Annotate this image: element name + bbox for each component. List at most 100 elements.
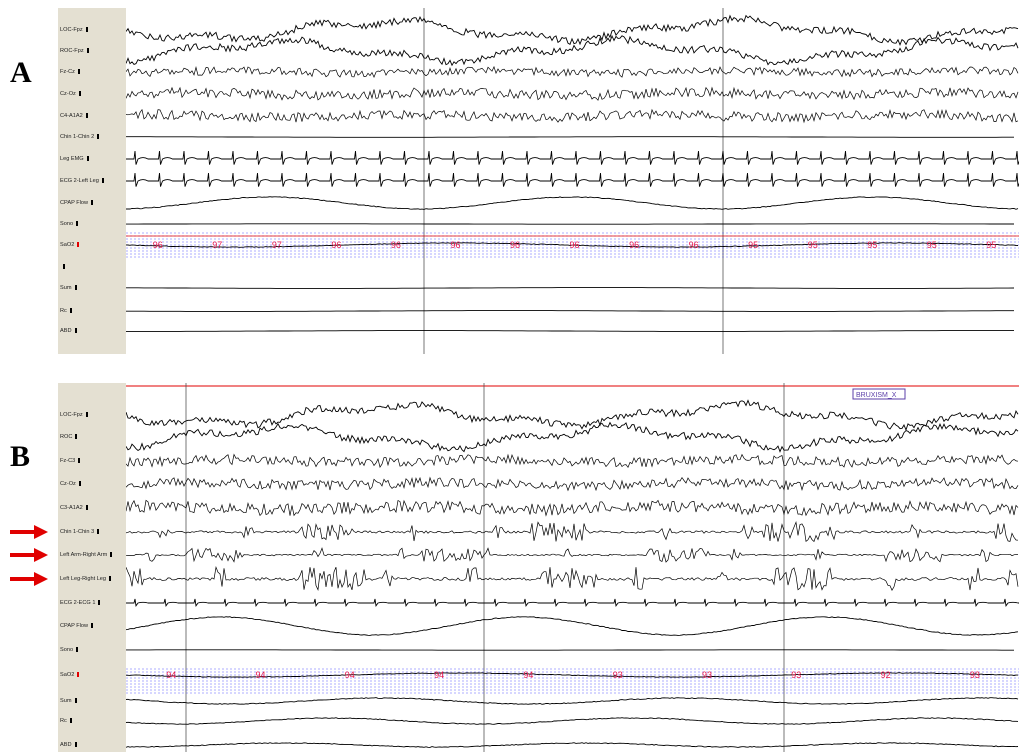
panel-letter-a: A xyxy=(10,56,32,89)
channel-label-text: ABD xyxy=(60,742,72,748)
channel-label: Left Arm-Right Arm xyxy=(60,552,113,558)
channel-label: ECG 2-Left Leg xyxy=(60,178,104,184)
channel-marker xyxy=(101,178,104,183)
channel-marker xyxy=(78,481,81,486)
trace-sum xyxy=(126,697,1019,705)
channel-label-text: SaO2 xyxy=(60,242,75,248)
channel-label-text: C3-A1A2 xyxy=(60,505,83,511)
channel-label-text: Left Leg-Right Leg xyxy=(60,576,107,582)
channel-label-text: Sum xyxy=(60,698,72,704)
channel-marker xyxy=(76,221,79,226)
sao2-value-label: 95 xyxy=(808,240,818,250)
trace-left-leg-right-leg xyxy=(126,566,1019,591)
red-arrow-icon xyxy=(10,548,48,562)
channel-marker xyxy=(69,308,72,313)
channel-label-text: Sum xyxy=(60,285,72,291)
trace-fz-cz xyxy=(126,65,1019,78)
waveform-area-a: 96 97 97 96 96 96 96 96 96 96 95 95 95 95 95 xyxy=(126,8,1019,354)
channel-label: LOC-Fpz xyxy=(60,27,88,33)
channel-marker xyxy=(91,200,94,205)
channel-marker xyxy=(63,264,65,269)
channel-label: Chin 1-Chin 2 xyxy=(60,134,100,140)
red-arrow-icon xyxy=(10,572,48,586)
sao2-value-label: 96 xyxy=(689,240,699,250)
channel-label: SaO2 xyxy=(60,672,80,678)
channel-label-text: ABD xyxy=(60,328,72,334)
channel-label: Fz-Cz xyxy=(60,69,80,75)
channel-marker xyxy=(85,27,88,32)
channel-label: ABD xyxy=(60,328,77,334)
trace-fz-c3 xyxy=(126,453,1019,469)
channel-marker xyxy=(85,113,88,118)
sao2-value-label: 95 xyxy=(748,240,758,250)
sao2-value-label: 93 xyxy=(791,670,801,680)
channel-label-text: ECG 2-ECG 1 xyxy=(60,600,96,606)
channel-marker xyxy=(85,412,88,417)
trace-rc xyxy=(126,310,1014,312)
channel-label: Rc xyxy=(60,718,72,724)
channel-marker xyxy=(110,552,113,557)
trace-cpap-flow xyxy=(126,616,1019,636)
channel-label: Sono xyxy=(60,647,79,653)
channel-marker xyxy=(78,458,81,463)
sao2-value-label: 92 xyxy=(881,670,891,680)
channel-label: C3-A1A2 xyxy=(60,505,88,511)
channel-marker xyxy=(85,505,88,510)
channel-label: C4-A1A2 xyxy=(60,113,88,119)
trace-sao2 xyxy=(126,242,1019,248)
trace-loc-fpz xyxy=(126,14,1019,47)
channel-label-text: Chin 1-Chin 3 xyxy=(60,529,95,535)
panel-letter-b: B xyxy=(10,440,31,473)
sao2-value-label: 93 xyxy=(613,670,623,680)
sao2-value-label: 97 xyxy=(272,240,282,250)
channel-marker xyxy=(86,156,89,161)
channel-marker xyxy=(76,647,79,652)
sao2-value-label: 97 xyxy=(212,240,222,250)
channel-label-text: Fz-C3 xyxy=(60,458,76,464)
trace-cz-oz xyxy=(126,86,1019,101)
channel-marker xyxy=(97,529,100,534)
channel-marker xyxy=(69,718,72,723)
channel-label: ABD xyxy=(60,742,77,748)
channel-label-text: Chin 1-Chin 2 xyxy=(60,134,95,140)
channel-label-text: C4-A1A2 xyxy=(60,113,83,119)
channel-marker xyxy=(98,600,101,605)
channel-label-text: Sono xyxy=(60,647,74,653)
channel-marker xyxy=(77,242,80,247)
channel-marker xyxy=(75,434,78,439)
channel-label-gutter xyxy=(58,8,126,354)
waveform-area-b: 94 94 94 94 94 93 93 93 92 93 BRUXISM_X xyxy=(126,383,1019,752)
channel-marker xyxy=(74,698,77,703)
sao2-value-label: 95 xyxy=(927,240,937,250)
psg-panel-b: 94 94 94 94 94 93 93 93 92 93 BRUXISM_X LOC-Fpz ROC… xyxy=(58,383,1019,752)
sao2-value-label: 96 xyxy=(629,240,639,250)
sao2-value-label: 93 xyxy=(702,670,712,680)
bruxism-event-annotation[interactable]: BRUXISM_X xyxy=(852,388,906,400)
channel-label xyxy=(60,264,65,270)
sao2-value-label: 93 xyxy=(970,670,980,680)
channel-marker xyxy=(91,623,94,628)
channel-label: Fz-C3 xyxy=(60,458,81,464)
channel-marker xyxy=(78,91,81,96)
channel-label-text: CPAP Flow xyxy=(60,623,89,629)
red-arrow-icon xyxy=(10,525,48,539)
channel-label: ECG 2-ECG 1 xyxy=(60,600,101,606)
sao2-value-label: 96 xyxy=(331,240,341,250)
channel-label: Cz-Oz xyxy=(60,481,81,487)
sao2-value-label: 96 xyxy=(153,240,163,250)
channel-label-text: Cz-Oz xyxy=(60,91,76,97)
trace-left-arm-right-arm xyxy=(126,547,1019,563)
channel-label-text: Leg EMG xyxy=(60,156,84,162)
channel-label-text: Rc xyxy=(60,308,67,314)
annotation-text: BRUXISM_X xyxy=(856,392,897,399)
channel-label: Chin 1-Chin 3 xyxy=(60,529,100,535)
channel-label: CPAP Flow xyxy=(60,623,94,629)
trace-leg-emg xyxy=(126,150,1019,165)
sao2-value-label: 94 xyxy=(345,670,355,680)
channel-label-text: Left Arm-Right Arm xyxy=(60,552,108,558)
trace-sao2 xyxy=(126,672,1018,678)
trace-ecg-2-left-leg xyxy=(126,172,1019,187)
sao2-value-label: 95 xyxy=(867,240,877,250)
trace-c3-a1a2 xyxy=(126,499,1019,517)
channel-label: ROC xyxy=(60,434,78,440)
